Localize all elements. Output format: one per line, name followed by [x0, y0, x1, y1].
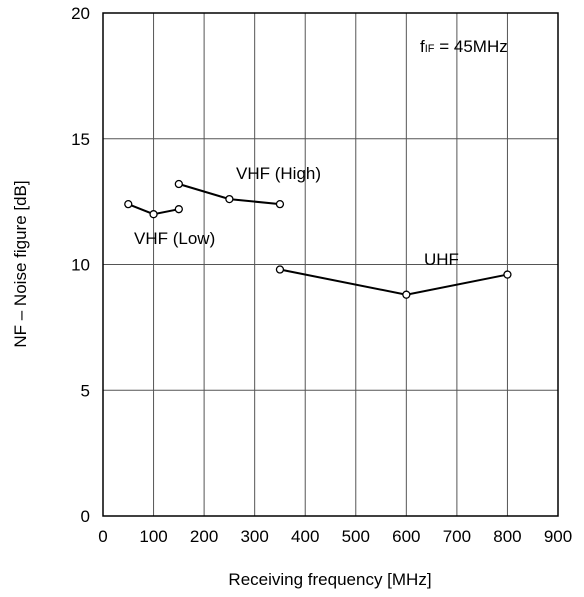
x-tick-label: 500 [342, 527, 370, 546]
data-point-uhf [275, 265, 285, 274]
x-tick-label: 200 [190, 527, 218, 546]
x-tick-label: 900 [544, 527, 572, 546]
data-point-vhf-high [174, 179, 183, 189]
y-tick-label: 5 [81, 381, 90, 400]
plot-frame [102, 12, 559, 517]
x-tick-label: 600 [392, 527, 420, 546]
x-tick-label: 0 [98, 527, 107, 546]
x-tick-label: 100 [139, 527, 167, 546]
series-label-vhf-low: VHF (Low) [134, 229, 215, 248]
y-tick-label: 0 [81, 507, 90, 526]
x-tick-label: 800 [493, 527, 521, 546]
data-point-vhf-low [174, 205, 183, 214]
data-point-vhf-high [225, 194, 234, 204]
annotation-f: f [420, 37, 425, 56]
annotation-value: = 45MHz [435, 37, 508, 56]
data-point-vhf-high [275, 199, 285, 209]
grid-lines [103, 13, 558, 516]
series-label-vhf-high: VHF (High) [236, 164, 321, 183]
data-point-uhf [402, 290, 411, 299]
y-tick-label: 20 [71, 4, 90, 23]
y-tick-labels: 0 5 10 15 20 [71, 4, 90, 526]
data-point-vhf-low [149, 210, 158, 219]
data-point-uhf [503, 270, 512, 279]
annotation-subscript: IF [425, 43, 435, 55]
x-tick-label: 300 [240, 527, 268, 546]
if-frequency-annotation: fIF = 45MHz [420, 37, 508, 56]
x-axis-title: Receiving frequency [MHz] [228, 570, 431, 589]
series-label-uhf: UHF [424, 250, 459, 269]
x-tick-label: 700 [443, 527, 471, 546]
x-tick-labels: 0 100 200 300 400 500 600 700 800 900 [98, 527, 572, 546]
data-point-vhf-low [124, 199, 133, 209]
x-tick-label: 400 [291, 527, 319, 546]
y-axis-title: NF – Noise figure [dB] [11, 180, 30, 347]
data-series [124, 179, 512, 299]
y-tick-label: 10 [71, 256, 90, 275]
y-tick-label: 15 [71, 130, 90, 149]
